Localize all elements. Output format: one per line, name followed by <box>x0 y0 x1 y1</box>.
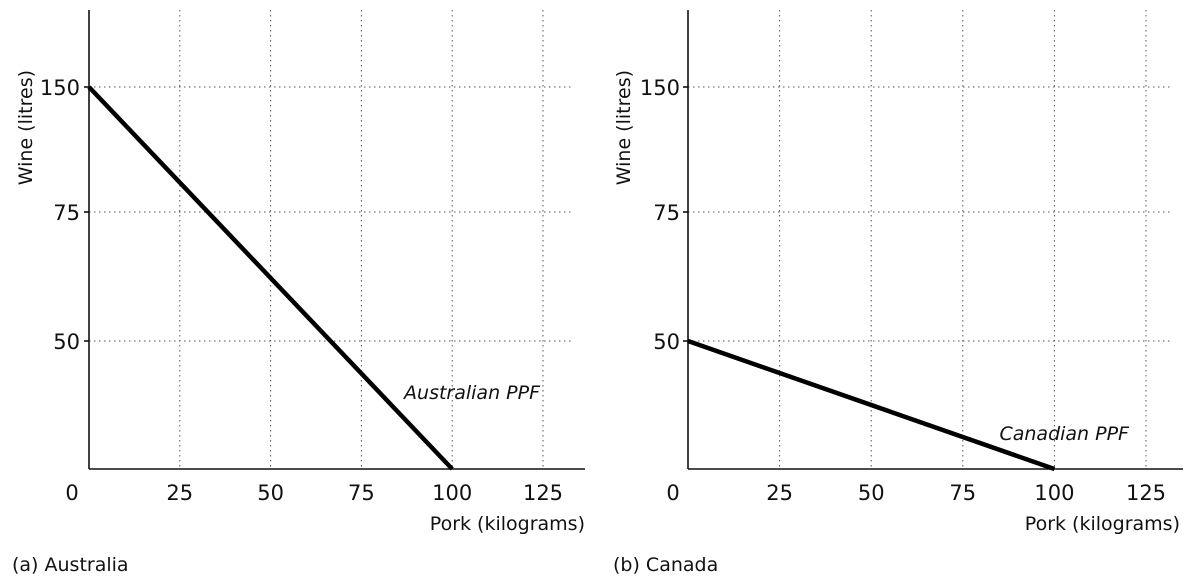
x-tick-label: 75 <box>348 481 375 505</box>
x-tick-label: 0 <box>666 481 679 505</box>
y-tick-label: 50 <box>53 330 80 354</box>
x-axis-title: Pork (kilograms) <box>430 513 585 535</box>
y-tick-label: 50 <box>653 330 680 354</box>
x-tick-label: 50 <box>858 481 885 505</box>
y-tick-label: 150 <box>40 76 80 100</box>
x-tick-label: 100 <box>432 481 472 505</box>
y-axis-title: Wine (litres) <box>15 70 37 185</box>
x-tick-label: 0 <box>65 481 78 505</box>
chart-panel-canada: 150 75 50 0 25 50 75 100 125 Pork (kilograms) Wine… <box>613 10 1183 576</box>
ppf-line <box>687 338 1056 472</box>
y-tick-label: 150 <box>640 76 680 100</box>
x-tick-label: 125 <box>1126 481 1166 505</box>
x-tick-label: 125 <box>523 481 563 505</box>
x-axis-title: Pork (kilograms) <box>1025 513 1180 535</box>
y-tick-label: 75 <box>653 201 680 225</box>
x-tick-label: 50 <box>257 481 284 505</box>
panel-caption: (b) Canada <box>613 554 718 576</box>
ppf-label: Australian PPF <box>402 382 541 404</box>
ppf-line <box>87 85 454 471</box>
ppf-label: Canadian PPF <box>999 423 1130 445</box>
panel-caption: (a) Australia <box>12 554 129 576</box>
x-tick-label: 25 <box>766 481 793 505</box>
x-tick-label: 100 <box>1034 481 1074 505</box>
x-tick-label: 75 <box>949 481 976 505</box>
y-axis-title: Wine (litres) <box>613 70 635 185</box>
x-tick-label: 25 <box>166 481 193 505</box>
chart-panel-australia: 150 75 50 0 25 50 75 100 125 Pork (kilograms) Wine… <box>12 10 585 576</box>
y-tick-label: 75 <box>53 201 80 225</box>
